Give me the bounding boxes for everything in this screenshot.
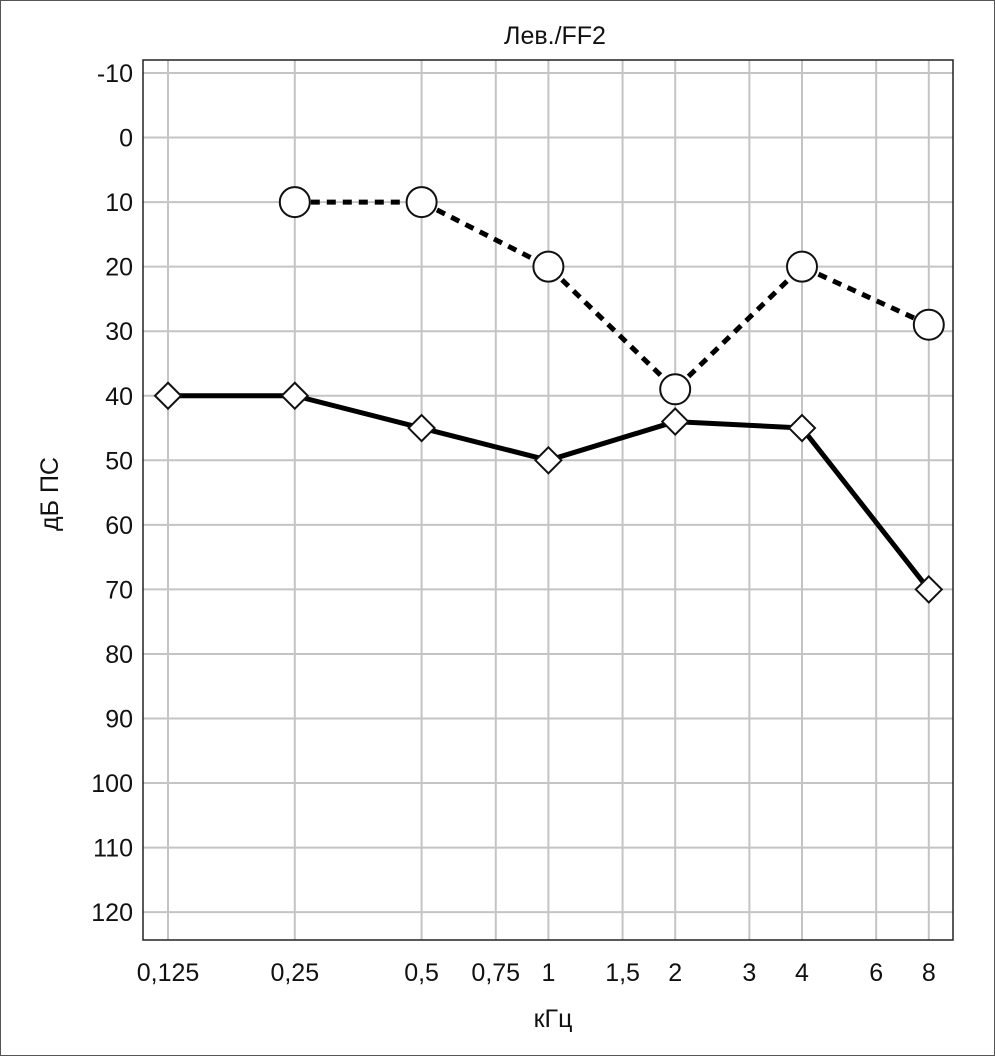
grid <box>143 60 953 940</box>
y-tick-label: 10 <box>105 189 133 217</box>
diamond-marker <box>153 381 183 411</box>
circle-marker <box>278 186 311 219</box>
plot-area-border <box>142 59 954 941</box>
x-axis-label: кГц <box>534 1005 573 1033</box>
circle-marker <box>532 250 565 283</box>
x-tick-labels: 0,125 0,25 0,5 0,75 1 1,5 2 3 4 6 8 <box>137 959 936 987</box>
y-tick-label: 0 <box>119 125 133 153</box>
y-tick-label: 50 <box>105 447 133 475</box>
x-tick-label: 0,25 <box>270 959 319 987</box>
series-line-dashed <box>294 199 930 392</box>
series-layer <box>153 186 945 604</box>
y-axis-label: дБ ПС <box>36 457 64 531</box>
diamond-marker <box>533 445 563 475</box>
x-tick-label: 0,125 <box>137 959 200 987</box>
circle-marker <box>786 250 818 283</box>
circle-marker <box>912 308 945 341</box>
y-tick-labels: -10 0 10 20 30 40 50 60 70 80 90 100 110 120 <box>91 60 133 927</box>
y-tick-label: 90 <box>105 706 133 734</box>
x-tick-label: 1 <box>541 959 555 987</box>
diamond-marker <box>280 381 310 411</box>
y-tick-label: 30 <box>105 318 133 346</box>
chart-title: Лев./FF2 <box>504 22 606 50</box>
y-tick-label: -10 <box>97 60 133 88</box>
x-tick-label: 0,75 <box>471 959 520 987</box>
y-tick-label: 80 <box>105 641 133 669</box>
x-tick-label: 1,5 <box>605 959 640 987</box>
y-tick-label: 70 <box>105 576 133 604</box>
x-tick-label: 2 <box>668 959 682 987</box>
circle-marker <box>659 373 692 406</box>
diamond-marker <box>914 574 944 604</box>
x-tick-label: 8 <box>922 959 936 987</box>
y-tick-label: 60 <box>105 512 133 540</box>
diamond-marker <box>787 413 817 443</box>
x-tick-label: 3 <box>742 959 756 987</box>
y-tick-label: 100 <box>91 770 133 798</box>
y-tick-label: 110 <box>93 835 133 863</box>
circle-marker <box>405 186 438 219</box>
x-tick-label: 0,5 <box>404 959 439 987</box>
diamond-marker <box>660 407 690 436</box>
diamond-marker <box>407 413 437 443</box>
x-tick-label: 6 <box>869 959 883 987</box>
y-tick-label: 40 <box>105 383 133 411</box>
y-tick-label: 20 <box>105 254 133 282</box>
x-tick-label: 4 <box>795 959 809 987</box>
y-tick-label: 120 <box>91 899 133 927</box>
